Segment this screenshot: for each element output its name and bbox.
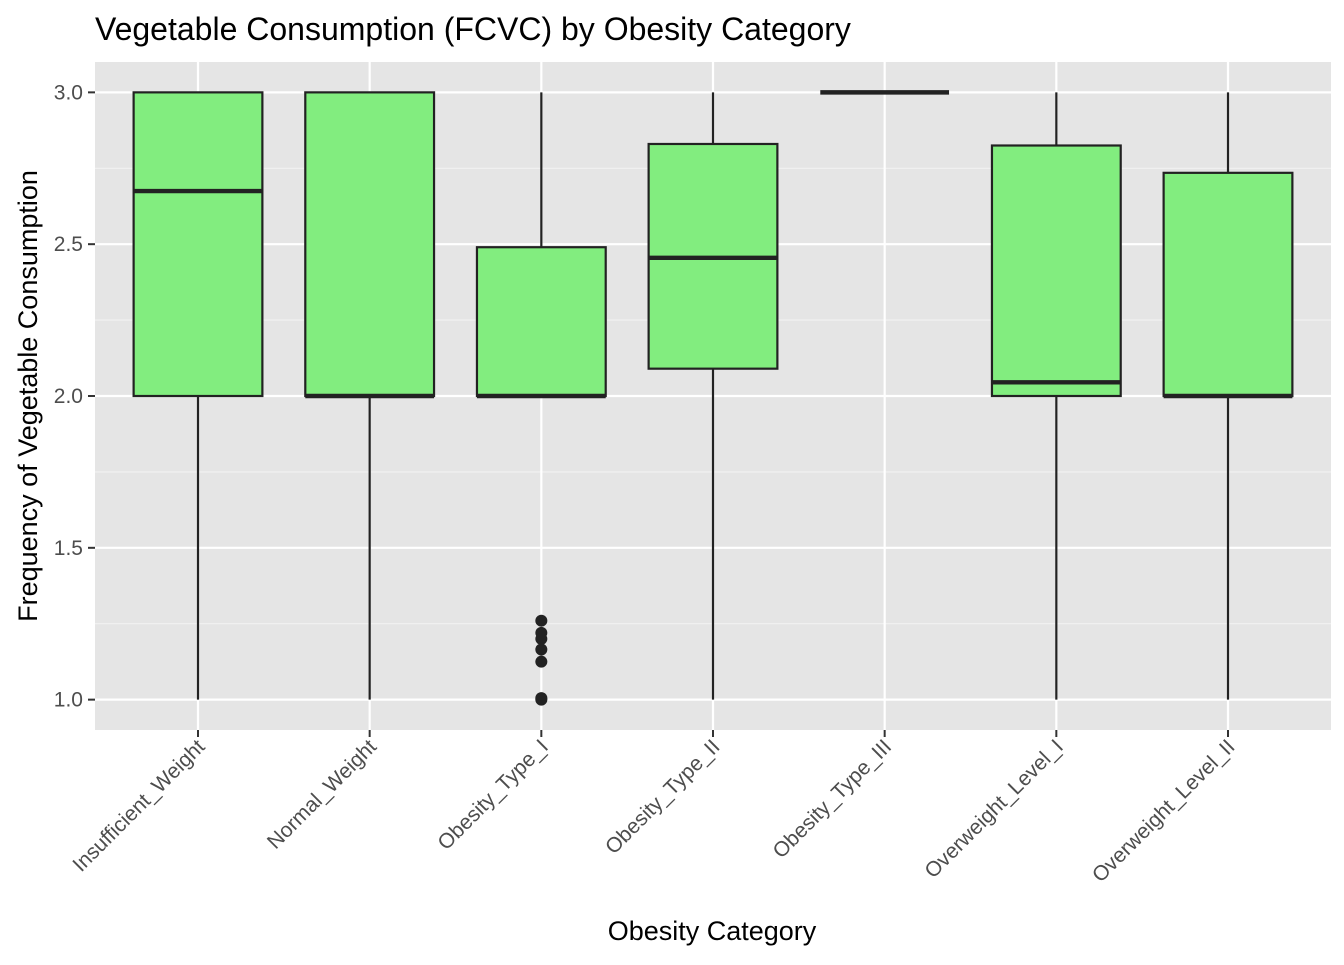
x-axis-title: Obesity Category xyxy=(608,916,817,946)
x-tick-label: Insufficient_Weight xyxy=(68,735,209,876)
y-axis-title: Frequency of Vegetable Consumption xyxy=(13,170,43,622)
outlier-point xyxy=(535,614,548,627)
y-tick-label: 1.5 xyxy=(54,537,83,560)
x-tick-label: Overweight_Level_II xyxy=(1088,735,1240,887)
y-tick-label: 1.0 xyxy=(54,689,83,712)
y-tick-label: 2.0 xyxy=(54,385,83,408)
chart-title: Vegetable Consumption (FCVC) by Obesity … xyxy=(95,11,851,47)
y-axis: 1.0 1.5 2.0 2.5 3.0 xyxy=(54,81,95,712)
x-tick-label: Normal_Weight xyxy=(263,735,381,853)
outlier-point xyxy=(535,626,548,639)
x-tick-label: Obesity_Type_II xyxy=(601,735,725,859)
x-tick-label: Obesity_Type_I xyxy=(433,735,552,854)
y-tick-label: 3.0 xyxy=(54,81,83,104)
outlier-point xyxy=(535,655,548,668)
box-iqr xyxy=(990,144,1122,398)
box-group xyxy=(990,92,1122,700)
y-tick-label: 2.5 xyxy=(54,233,83,256)
outlier-point xyxy=(535,643,548,656)
box-group xyxy=(647,92,779,700)
box-series xyxy=(132,90,1294,706)
box-iqr xyxy=(304,91,436,398)
box-iqr xyxy=(132,91,264,398)
box-iqr xyxy=(475,246,607,398)
x-axis: Insufficient_Weight Normal_Weight Obesity_… xyxy=(68,730,1240,887)
box-iqr xyxy=(1162,171,1294,398)
box-group xyxy=(475,92,607,706)
outlier-point xyxy=(535,692,548,705)
box-group xyxy=(304,91,436,700)
x-tick-label: Obesity_Type_III xyxy=(769,735,897,863)
box-group xyxy=(1162,92,1294,700)
box-group xyxy=(132,91,264,700)
x-tick-label: Overweight_Level_I xyxy=(920,735,1068,883)
